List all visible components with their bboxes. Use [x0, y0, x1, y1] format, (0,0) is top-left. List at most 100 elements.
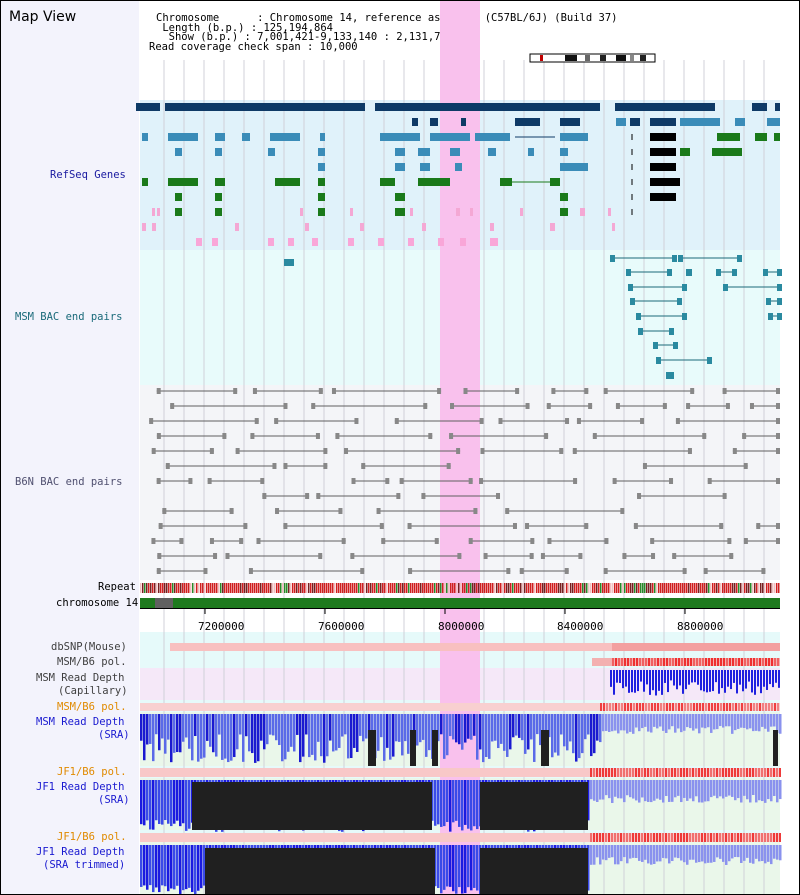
depth-bar: [596, 845, 599, 858]
pol-mark: [732, 658, 734, 666]
depth-bar: [401, 714, 404, 756]
repeat-mark: [614, 583, 616, 593]
depth-bar: [725, 845, 728, 865]
depth-bar: [542, 714, 545, 740]
depth-bar: [656, 845, 659, 862]
repeat-mark: [428, 583, 430, 593]
depth-bar: [701, 780, 704, 803]
b6n-end: [165, 463, 170, 469]
depth-bar: [233, 714, 236, 758]
depth-bar: [446, 780, 449, 822]
b6n-end: [525, 523, 530, 529]
repeat-mark: [694, 583, 696, 593]
depth-bar: [689, 845, 692, 860]
depth-bar: [770, 714, 773, 727]
pol-mark: [725, 768, 727, 777]
b6n-end: [209, 448, 214, 454]
depth-bar: [656, 714, 659, 729]
pol-mark: [653, 768, 655, 777]
pol-mark: [773, 833, 775, 842]
track-label-refseq[interactable]: RefSeq Genes: [50, 169, 126, 181]
repeat-mark: [750, 583, 752, 593]
repeat-mark: [154, 583, 156, 593]
pol-mark: [618, 658, 620, 666]
gene-feature: [717, 133, 740, 141]
pol-mark: [630, 658, 632, 666]
depth-bar: [722, 780, 725, 799]
b6n-end: [151, 448, 156, 454]
pol-mark: [779, 833, 781, 842]
b6n-end: [732, 448, 737, 454]
depth-bar: [539, 714, 542, 746]
repeat-mark: [298, 583, 300, 593]
repeat-mark: [206, 583, 208, 593]
b6n-end: [756, 523, 761, 529]
b6n-end: [506, 568, 511, 574]
pol-mark: [702, 703, 704, 711]
pol-mark: [695, 833, 697, 842]
depth-bar: [683, 845, 686, 863]
depth-bar: [467, 714, 470, 739]
bac-end: [630, 298, 635, 305]
repeat-mark: [508, 583, 510, 593]
snp-block: [470, 208, 473, 216]
b6n-end: [505, 508, 510, 514]
depth-bar: [737, 780, 740, 799]
repeat-mark: [364, 583, 366, 593]
b6n-end: [479, 478, 484, 484]
pol-mark: [750, 658, 752, 666]
depth-bar: [191, 714, 194, 761]
repeat-mark: [724, 583, 726, 593]
depth-bar: [740, 845, 743, 863]
depth-bar: [695, 845, 698, 863]
gene-feature: [165, 103, 365, 111]
b6n-end: [546, 403, 551, 409]
pol-mark: [611, 768, 613, 777]
bac-end: [707, 357, 712, 364]
depth-bar: [593, 780, 596, 801]
axis-line: [140, 608, 780, 609]
b6n-end: [408, 568, 413, 574]
depth-saturated: [480, 848, 588, 895]
track-label-msm-bac[interactable]: MSM BAC end pairs: [15, 311, 123, 323]
snp-block: [300, 208, 303, 216]
repeat-mark: [460, 583, 462, 593]
pol-mark: [660, 703, 662, 711]
depth-bar: [245, 714, 248, 737]
repeat-mark: [604, 583, 606, 593]
depth-bar: [431, 780, 434, 821]
jf1-pol-bar-2: [140, 833, 780, 842]
depth-bar: [146, 845, 149, 890]
pol-mark: [729, 658, 731, 666]
pol-mark: [743, 768, 745, 777]
depth-bar: [605, 780, 608, 796]
depth-bar: [707, 780, 710, 802]
track-label-b6n-bac[interactable]: B6N BAC end pairs: [15, 476, 123, 488]
repeat-mark: [602, 583, 604, 593]
depth-bar: [332, 714, 335, 752]
repeat-mark: [226, 583, 228, 593]
gene-feature: [275, 178, 300, 186]
b6n-end: [274, 418, 279, 424]
pol-mark: [732, 703, 734, 711]
depth-bar: [338, 714, 341, 748]
b6n-end: [776, 403, 780, 409]
depth-bar: [536, 714, 539, 735]
depth-bar: [767, 780, 770, 800]
depth-bar: [734, 714, 737, 731]
b6n-end: [761, 568, 766, 574]
depth-bar: [599, 845, 602, 865]
depth-bar: [461, 845, 464, 894]
depth-bar: [269, 714, 272, 735]
depth-bar: [560, 714, 563, 735]
gene-feature: [461, 118, 466, 126]
b6n-end: [592, 433, 597, 439]
depth-bar: [593, 714, 596, 754]
depth-bar: [778, 670, 780, 688]
depth-bar: [533, 714, 536, 762]
repeat-mark: [654, 583, 656, 593]
pol-mark: [690, 703, 692, 711]
repeat-mark: [524, 583, 526, 593]
repeat-mark: [778, 583, 780, 593]
